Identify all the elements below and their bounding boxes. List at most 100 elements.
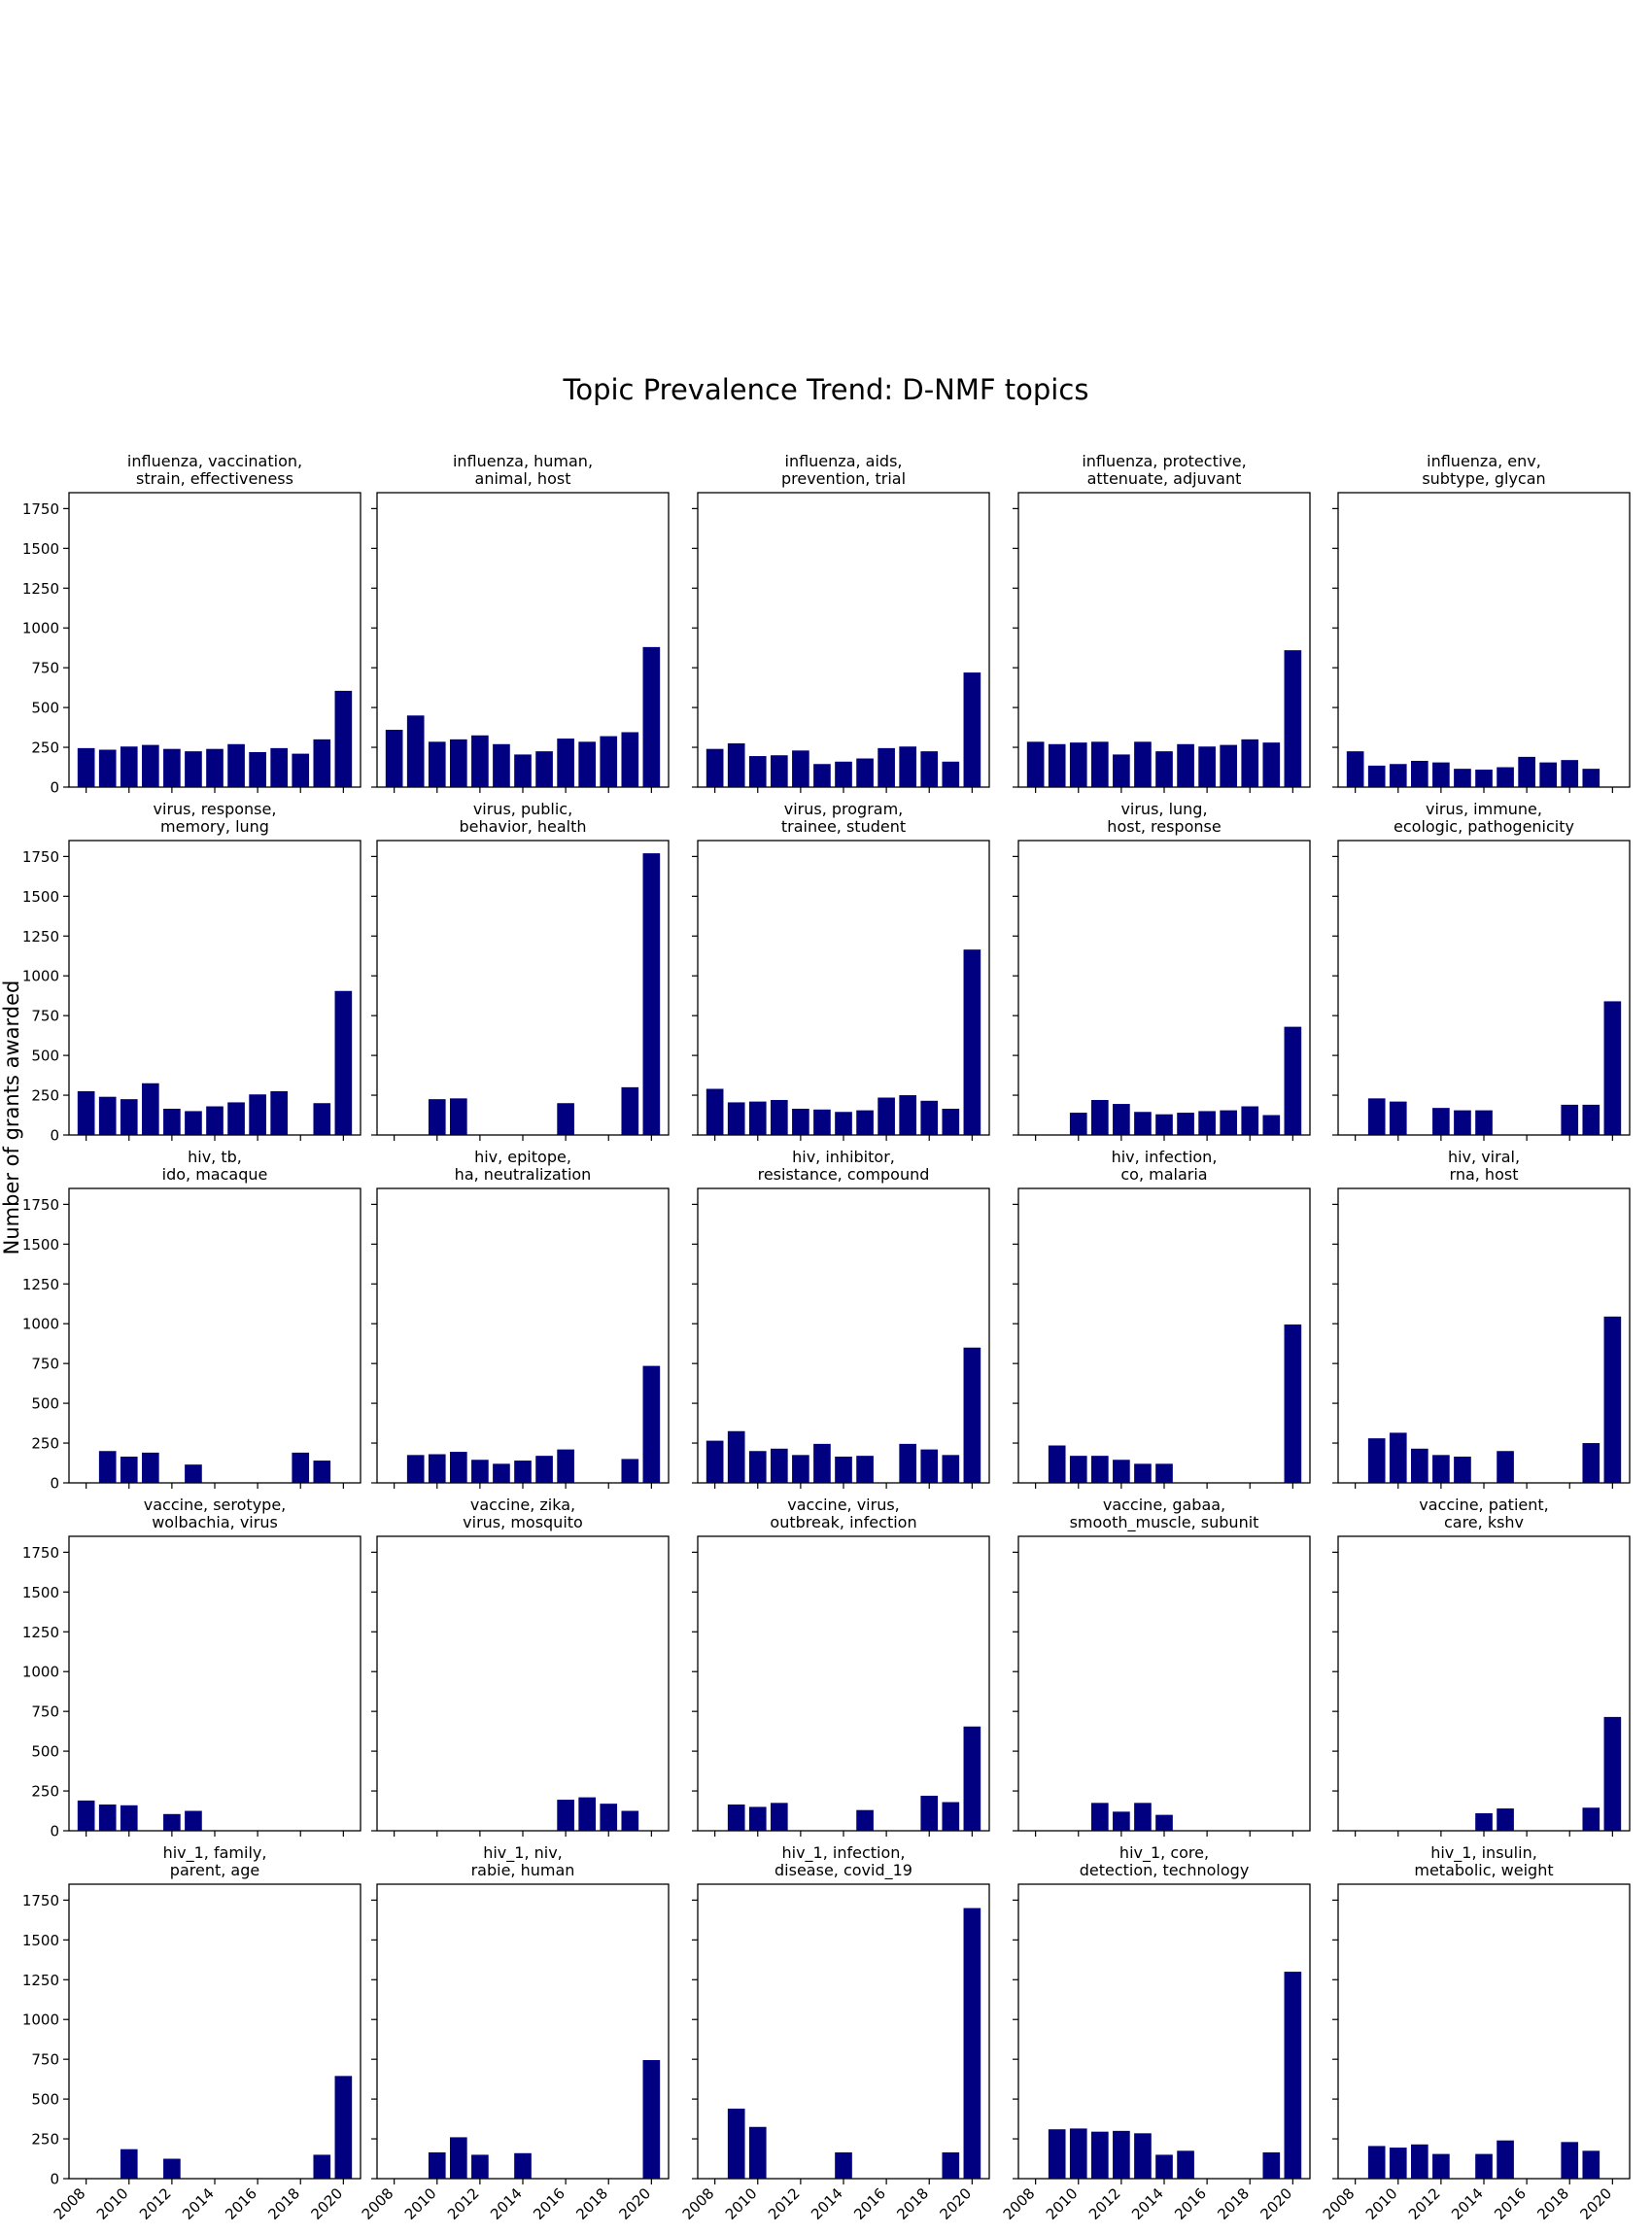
bar bbox=[942, 2151, 960, 2179]
y-tick-label: 1000 bbox=[22, 968, 59, 985]
subplot-title: hiv, tb, bbox=[188, 1148, 242, 1166]
subplot-title: ecologic, pathogenicity bbox=[1394, 817, 1574, 836]
x-tick-label: 2014 bbox=[808, 2184, 846, 2223]
bar bbox=[899, 1095, 916, 1135]
subplot-title: detection, technology bbox=[1080, 1861, 1250, 1879]
subplot-title: care, kshv bbox=[1444, 1513, 1524, 1531]
bar bbox=[163, 1108, 181, 1135]
bar bbox=[227, 1102, 245, 1135]
bar bbox=[1113, 1104, 1130, 1135]
bar bbox=[600, 1804, 618, 1831]
subplot-5: influenza, env,subtype, glycan bbox=[1332, 452, 1631, 793]
bar bbox=[1389, 1432, 1407, 1483]
subplot-title: behavior, health bbox=[459, 817, 586, 836]
bar bbox=[642, 2059, 661, 2179]
bar bbox=[98, 749, 117, 787]
bar bbox=[1603, 1716, 1622, 1831]
bar bbox=[142, 1452, 159, 1483]
subplot-title: rna, host bbox=[1450, 1165, 1519, 1184]
subplot-9: virus, lung,host, response bbox=[1013, 800, 1311, 1141]
subplot-1: 0 250 500 750 1000 1250 1500 1750 influenza, vac… bbox=[22, 452, 361, 797]
subplot-title: co, malaria bbox=[1120, 1165, 1207, 1184]
bar bbox=[1518, 756, 1535, 787]
bar bbox=[621, 732, 639, 787]
plot-frame bbox=[1017, 1187, 1311, 1484]
bar bbox=[471, 2154, 489, 2179]
bar bbox=[313, 1103, 331, 1135]
y-tick-label: 1500 bbox=[22, 888, 59, 906]
bar bbox=[642, 853, 661, 1135]
bar bbox=[1284, 1026, 1302, 1135]
x-tick-label: 2012 bbox=[1405, 2184, 1444, 2223]
bar bbox=[835, 1456, 852, 1483]
bar bbox=[1113, 1811, 1130, 1831]
subplot-13: hiv, inhibitor,resistance, compound bbox=[692, 1148, 990, 1489]
subplot-title: virus, immune, bbox=[1426, 800, 1542, 818]
bar bbox=[963, 672, 981, 787]
subplot-title: virus, mosquito bbox=[463, 1513, 583, 1531]
bar bbox=[771, 1099, 788, 1135]
subplot-title: wolbachia, virus bbox=[152, 1513, 278, 1531]
plot-frame bbox=[1017, 1535, 1311, 1832]
bar bbox=[1134, 2133, 1152, 2179]
bar bbox=[142, 1083, 159, 1135]
bar bbox=[120, 2149, 138, 2179]
bar bbox=[1284, 1324, 1302, 1483]
bar bbox=[1048, 743, 1066, 787]
x-tick-label: 2020 bbox=[307, 2184, 346, 2223]
x-tick-label: 2008 bbox=[1320, 2184, 1359, 2223]
plot-frame bbox=[1017, 840, 1311, 1136]
bar bbox=[1091, 1456, 1109, 1483]
x-tick-label: 2008 bbox=[51, 2184, 89, 2223]
bar bbox=[428, 1099, 446, 1135]
bar bbox=[1582, 1443, 1600, 1483]
y-tick-label: 750 bbox=[31, 1356, 59, 1373]
plot-frame bbox=[376, 1187, 670, 1484]
subplot-title: trainee, student bbox=[781, 817, 906, 836]
bar bbox=[1177, 1113, 1194, 1135]
subplot-title: rabie, human bbox=[471, 1861, 575, 1879]
bar bbox=[1432, 1108, 1450, 1135]
plot-frame bbox=[697, 1535, 990, 1832]
subplot-24: 2008 2010 2012 2014 2016 2018 2020 hiv_1, core,… bbox=[1000, 1843, 1311, 2223]
bar bbox=[163, 1813, 181, 1831]
bar bbox=[1113, 2130, 1130, 2179]
subplot-title: virus, program, bbox=[784, 800, 904, 818]
y-tick-label: 250 bbox=[31, 1435, 59, 1453]
y-tick-label: 1250 bbox=[22, 1276, 59, 1293]
y-tick-label: 500 bbox=[31, 2091, 59, 2109]
bar bbox=[1155, 2154, 1173, 2179]
bar bbox=[920, 1795, 939, 1831]
bar bbox=[1241, 1106, 1259, 1135]
bar bbox=[313, 739, 331, 787]
subplot-12: hiv, epitope,ha, neutralization bbox=[371, 1148, 670, 1489]
bar bbox=[1069, 1113, 1087, 1135]
y-tick-label: 750 bbox=[31, 660, 59, 677]
bar bbox=[120, 1099, 138, 1135]
bar bbox=[920, 1449, 939, 1483]
subplot-title: resistance, compound bbox=[758, 1165, 930, 1184]
bar bbox=[1497, 1808, 1514, 1831]
bar bbox=[557, 1449, 574, 1483]
bar bbox=[185, 1810, 202, 1831]
bar bbox=[856, 1456, 874, 1483]
bar bbox=[621, 1459, 639, 1483]
bar bbox=[727, 1102, 745, 1135]
subplot-title: hiv, infection, bbox=[1112, 1148, 1218, 1166]
bar bbox=[748, 1806, 767, 1831]
bar bbox=[578, 741, 596, 787]
bar bbox=[292, 1452, 310, 1483]
subplot-title: host, response bbox=[1107, 817, 1221, 836]
bar bbox=[406, 715, 425, 787]
x-tick-label: 2014 bbox=[179, 2184, 218, 2223]
bar bbox=[920, 751, 939, 787]
subplot-title: vaccine, virus, bbox=[787, 1496, 900, 1514]
bar bbox=[535, 751, 553, 787]
bar bbox=[727, 2108, 745, 2179]
y-tick-label: 1750 bbox=[22, 1544, 59, 1562]
bar bbox=[1155, 751, 1173, 787]
bar bbox=[471, 1460, 489, 1483]
y-tick-label: 500 bbox=[31, 1395, 59, 1413]
subplot-title: virus, public, bbox=[473, 800, 572, 818]
